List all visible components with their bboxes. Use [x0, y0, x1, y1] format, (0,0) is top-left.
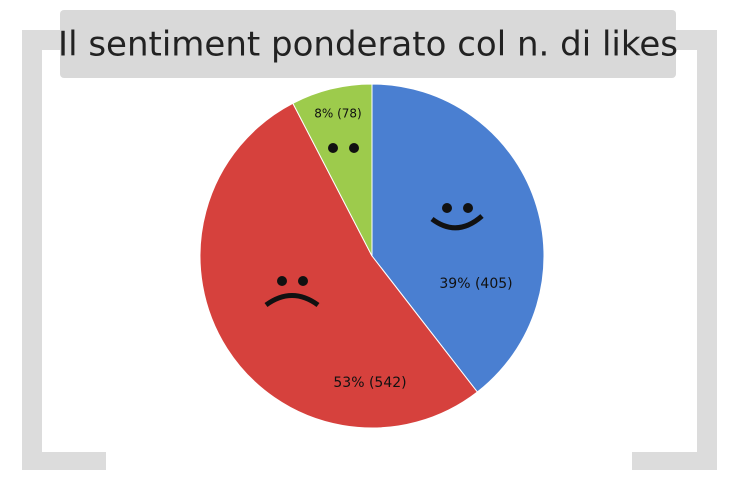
frame-top-left [22, 30, 62, 50]
pie-slice [199, 102, 479, 429]
data-label: 8% (78) [314, 107, 361, 121]
labels: 39% (405) 53% (542) 8% (78) [314, 107, 512, 392]
faces [264, 143, 484, 308]
pie-slice [292, 83, 373, 257]
neutral-eye [349, 143, 359, 153]
smile-mouth [430, 214, 484, 231]
frame-bottom-right [632, 452, 717, 470]
pie [199, 83, 545, 429]
frame-top-right [676, 30, 717, 50]
smile-eye [463, 203, 473, 213]
frown-eye [298, 276, 308, 286]
frame-left [22, 30, 42, 470]
data-label: 39% (405) [439, 276, 512, 292]
smile-eye [442, 203, 452, 213]
frame-bottom-left [22, 452, 106, 470]
title-box [60, 10, 676, 78]
frown-eye [277, 276, 287, 286]
chart-title: Il sentiment ponderato col n. di likes [58, 25, 678, 65]
pie-slice [371, 83, 545, 393]
frame [22, 30, 717, 470]
frame-right [697, 30, 717, 470]
data-label: 53% (542) [333, 375, 406, 391]
neutral-eye [328, 143, 338, 153]
frown-mouth [264, 293, 320, 308]
